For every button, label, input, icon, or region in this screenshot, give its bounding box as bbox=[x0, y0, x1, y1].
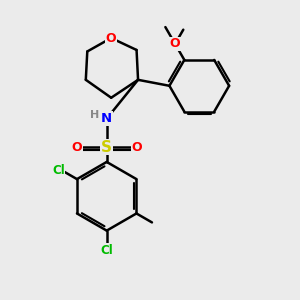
Text: H: H bbox=[89, 110, 99, 120]
Text: Cl: Cl bbox=[52, 164, 64, 177]
Text: O: O bbox=[170, 38, 180, 50]
Text: S: S bbox=[101, 140, 112, 154]
Text: O: O bbox=[106, 32, 116, 44]
Text: O: O bbox=[131, 140, 142, 154]
Text: O: O bbox=[71, 140, 82, 154]
Text: Cl: Cl bbox=[100, 244, 113, 256]
Text: N: N bbox=[101, 112, 112, 125]
